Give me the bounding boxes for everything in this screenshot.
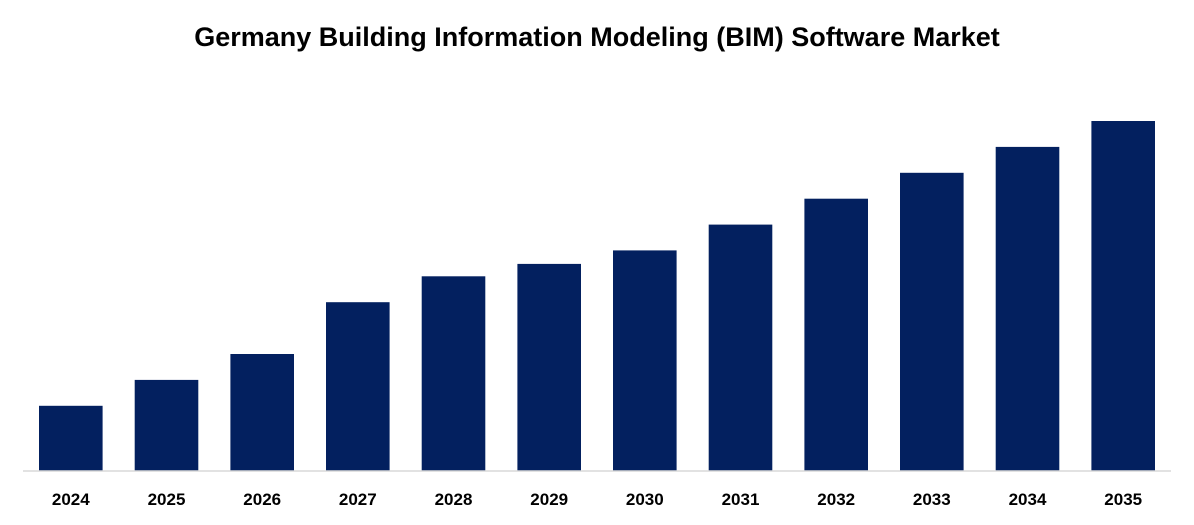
x-tick-label: 2034 xyxy=(1009,490,1047,509)
bar-2029 xyxy=(517,264,581,471)
bar-2035 xyxy=(1091,121,1155,471)
x-tick-label: 2032 xyxy=(817,490,855,509)
x-tick-label: 2030 xyxy=(626,490,664,509)
x-tick-label: 2025 xyxy=(148,490,186,509)
bars-layer xyxy=(39,121,1155,471)
bar-2031 xyxy=(709,225,773,471)
x-tick-label: 2026 xyxy=(243,490,281,509)
x-tick-labels: 2024 2025 2026 2027 2028 2029 2030 2031 2032 2033… xyxy=(52,490,1142,509)
x-tick-label: 2029 xyxy=(530,490,568,509)
bar-2024 xyxy=(39,406,103,471)
bar-2032 xyxy=(804,199,868,471)
bar-2030 xyxy=(613,250,677,471)
bar-2026 xyxy=(230,354,294,471)
bar-2028 xyxy=(422,276,486,471)
bar-2033 xyxy=(900,173,964,471)
bar-2027 xyxy=(326,302,390,471)
x-tick-label: 2035 xyxy=(1104,490,1142,509)
x-tick-label: 2031 xyxy=(722,490,760,509)
x-tick-label: 2027 xyxy=(339,490,377,509)
bar-2034 xyxy=(996,147,1060,471)
x-tick-label: 2024 xyxy=(52,490,90,509)
x-tick-label: 2033 xyxy=(913,490,951,509)
x-tick-label: 2028 xyxy=(435,490,473,509)
bar-2025 xyxy=(135,380,199,471)
